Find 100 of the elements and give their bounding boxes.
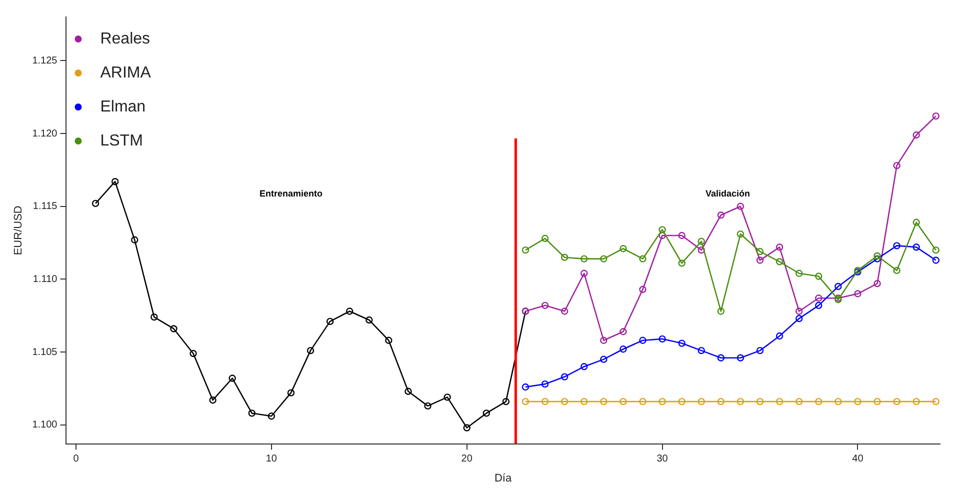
point (854, 290, 862, 298)
point (424, 402, 432, 410)
point (815, 302, 822, 310)
point (776, 244, 784, 251)
point (874, 255, 881, 262)
point (560, 308, 568, 315)
point (541, 398, 549, 406)
point (92, 200, 100, 208)
point (776, 332, 784, 340)
point (893, 242, 900, 250)
point (111, 178, 119, 186)
point (854, 398, 862, 406)
x-tick-label: 20 (461, 454, 473, 465)
point (522, 246, 530, 254)
point (795, 308, 803, 315)
point (658, 226, 666, 234)
point (639, 398, 646, 406)
point (404, 388, 412, 395)
point (795, 270, 803, 277)
point (698, 398, 705, 406)
point (522, 383, 530, 391)
point (678, 398, 686, 406)
x-axis-title: Día (494, 472, 512, 484)
legend-label: LSTM (100, 132, 143, 150)
y-axis-title: EUR/USD (12, 206, 25, 256)
y-tick-label: 1.125 (32, 55, 58, 66)
point (541, 302, 549, 310)
legend-label: ARIMA (100, 64, 152, 82)
point (502, 398, 510, 406)
point (795, 314, 803, 322)
point (580, 255, 588, 262)
point (698, 238, 705, 245)
point (717, 308, 725, 315)
point (620, 245, 627, 252)
point (541, 234, 549, 242)
point (912, 131, 920, 139)
point (248, 410, 256, 417)
point (736, 230, 744, 238)
point (639, 336, 646, 344)
point (717, 354, 725, 362)
point (874, 252, 881, 260)
point (736, 202, 744, 210)
x-tick-label: 30 (656, 454, 668, 465)
point (776, 258, 784, 266)
point (815, 398, 822, 406)
point (932, 112, 940, 120)
point (658, 398, 666, 406)
point (150, 313, 158, 321)
point (600, 356, 608, 363)
point (620, 328, 627, 336)
point (932, 398, 940, 406)
point (912, 244, 920, 251)
point (268, 412, 276, 420)
point (658, 232, 666, 240)
point (756, 256, 764, 264)
point (912, 218, 920, 226)
point (678, 340, 686, 347)
point (795, 398, 803, 406)
legend-label: Elman (100, 98, 146, 116)
point (560, 373, 568, 380)
point (600, 336, 608, 344)
point (893, 266, 900, 274)
point (444, 394, 451, 401)
point (736, 398, 744, 406)
y-tick-label: 1.115 (32, 201, 58, 212)
y-tick-label: 1.110 (32, 274, 58, 285)
point (600, 255, 608, 262)
point (658, 335, 666, 343)
point (190, 350, 197, 358)
point (756, 248, 764, 256)
point (912, 398, 920, 406)
point (580, 398, 588, 406)
annotation: Validación (705, 188, 750, 198)
point (560, 398, 568, 406)
y-tick-label: 1.105 (32, 346, 58, 358)
point (385, 336, 392, 344)
y-tick-label: 1.100 (32, 420, 58, 431)
point (717, 398, 725, 406)
point (678, 232, 686, 240)
point (698, 246, 705, 254)
point (580, 270, 588, 277)
point (346, 308, 354, 315)
point (932, 246, 940, 254)
point (580, 363, 588, 370)
point (170, 325, 178, 332)
point (482, 410, 490, 417)
point (620, 398, 627, 406)
annotation: Entrenamiento (259, 188, 323, 198)
point (639, 255, 646, 262)
point (306, 346, 314, 354)
point (560, 254, 568, 261)
point (639, 286, 646, 293)
point (366, 316, 373, 324)
x-tick-label: 10 (266, 454, 278, 465)
y-tick-label: 1.120 (32, 128, 58, 140)
point (893, 398, 900, 406)
point (698, 346, 705, 354)
point (834, 398, 842, 406)
point (834, 282, 842, 290)
point (600, 398, 608, 406)
